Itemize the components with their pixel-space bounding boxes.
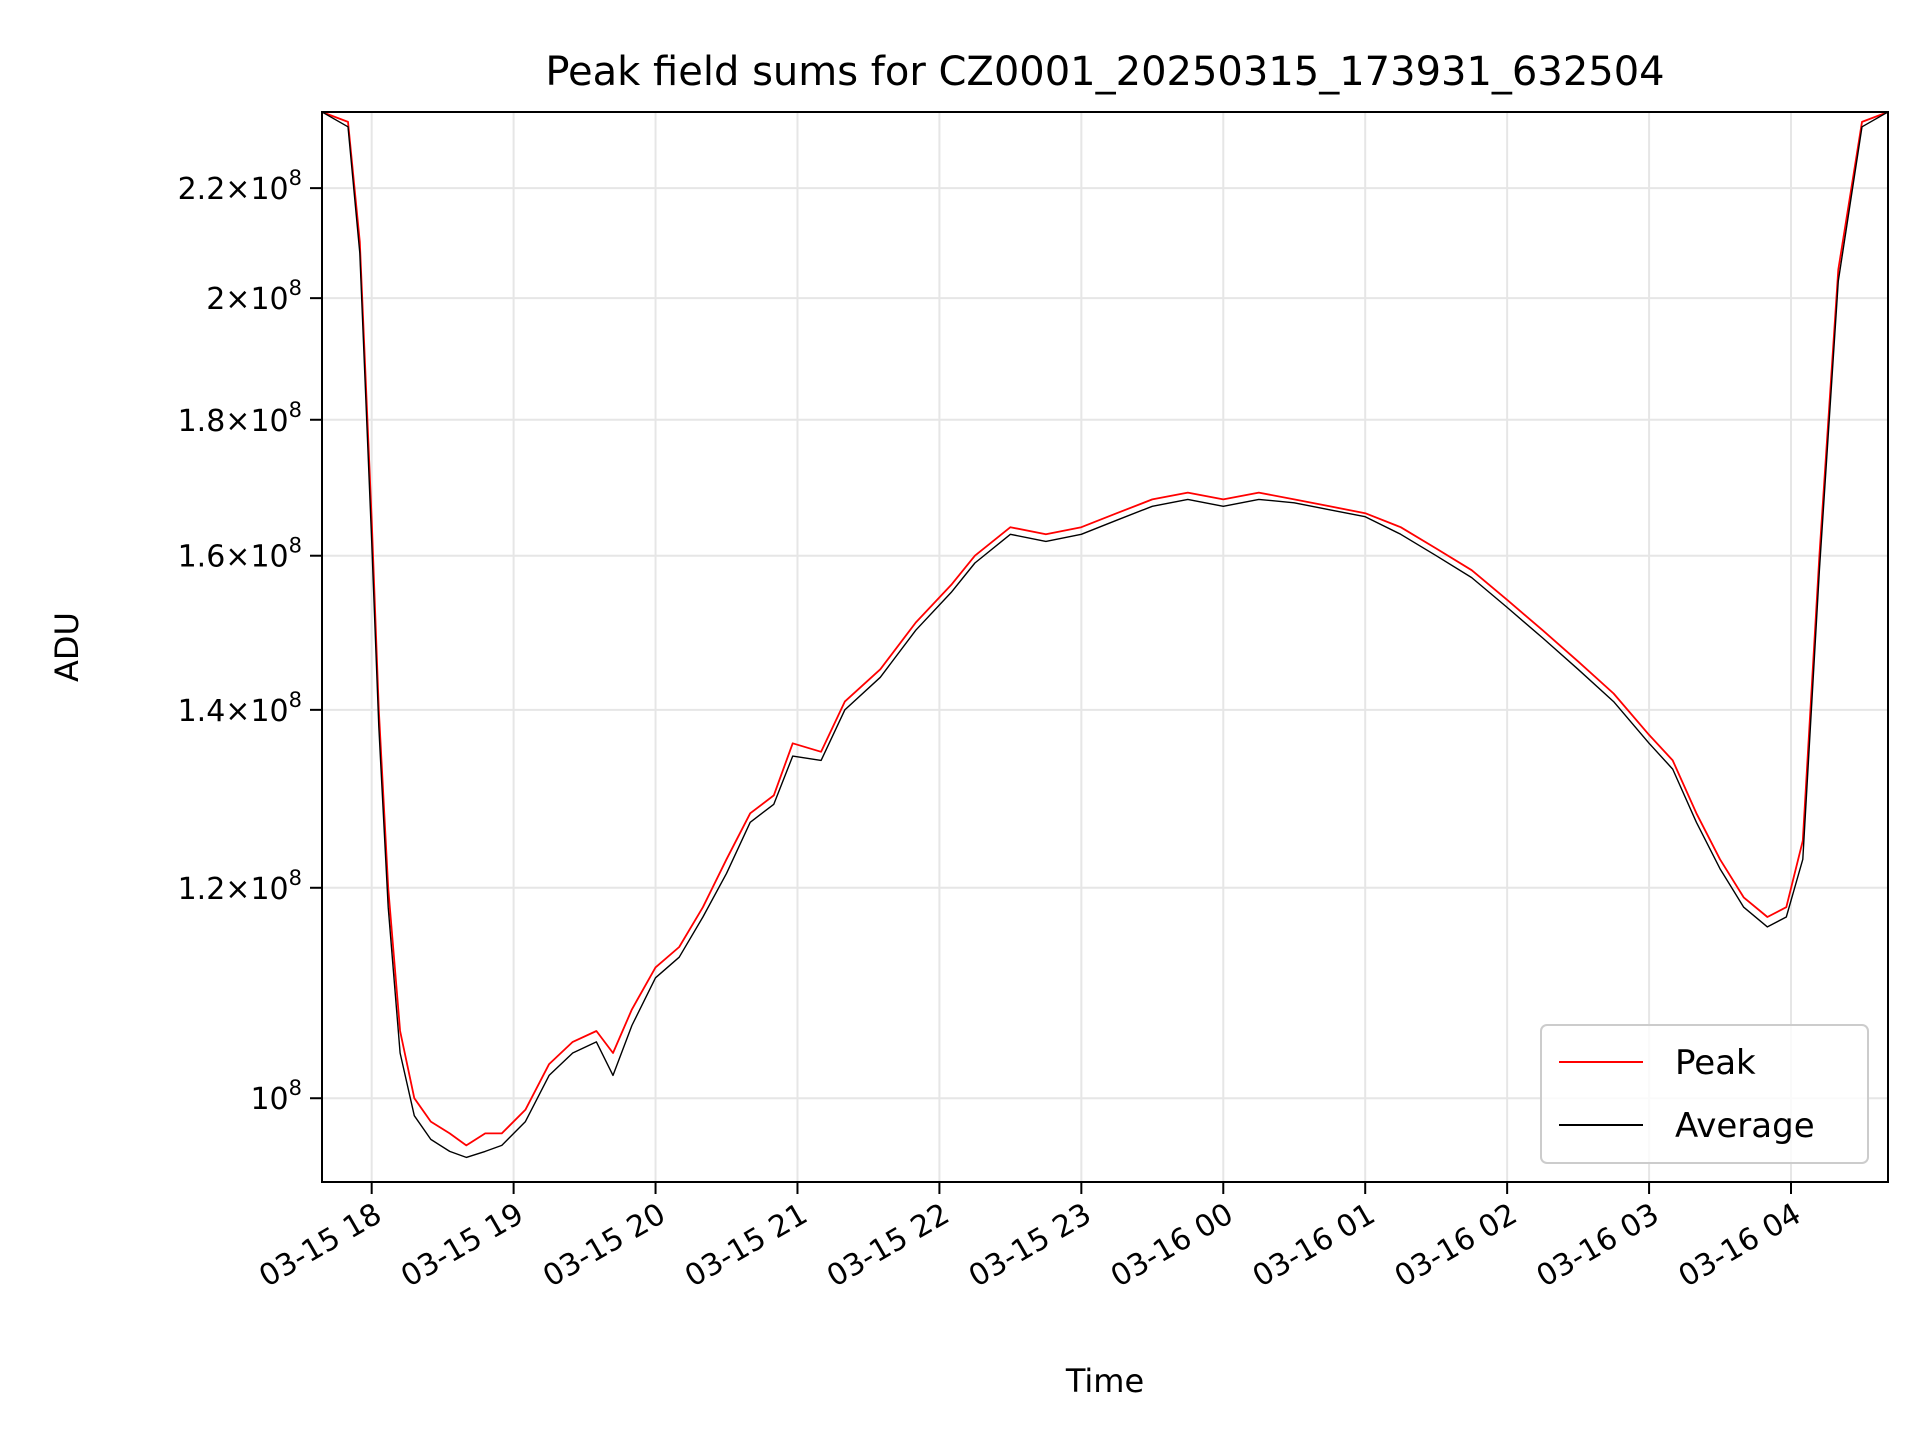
y-tick-base: 10	[250, 282, 288, 317]
y-tick-label: 1.2×108	[178, 866, 302, 907]
y-tick-exponent: 8	[289, 398, 302, 422]
y-tick-label: 1.8×108	[178, 398, 302, 439]
y-tick-exponent: 8	[289, 166, 302, 190]
y-tick-label: 1.4×108	[178, 688, 302, 729]
legend: Peak Average	[1540, 1024, 1869, 1164]
x-axis-title: Time	[1065, 1362, 1144, 1400]
plot-frame	[321, 111, 1889, 1183]
legend-label-peak: Peak	[1675, 1043, 1756, 1083]
y-tick-base: 10	[250, 540, 288, 575]
y-tick-base: 10	[250, 694, 288, 729]
legend-label-average: Average	[1675, 1106, 1815, 1146]
series-line-average	[322, 112, 1888, 1159]
y-tick-base: 10	[250, 404, 288, 439]
y-axis: 1081.2×1081.4×1081.6×1081.8×1082×1082.2×…	[178, 166, 322, 1117]
y-tick-mantissa: 1.2	[178, 872, 226, 907]
y-tick-exponent: 8	[289, 866, 302, 890]
y-tick-base: 10	[250, 172, 288, 207]
legend-box	[1540, 1024, 1869, 1164]
y-tick-exponent: 8	[289, 688, 302, 712]
y-tick-times: ×	[225, 172, 250, 207]
y-tick-label: 2.2×108	[178, 166, 302, 207]
series-line-peak	[322, 112, 1888, 1147]
y-tick-times: ×	[225, 872, 250, 907]
y-tick-label: 108	[250, 1076, 302, 1117]
y-tick-times: ×	[225, 540, 250, 575]
y-tick-times: ×	[225, 282, 250, 317]
y-tick-mantissa: 2	[206, 282, 225, 317]
y-tick-mantissa: 1.8	[178, 404, 226, 439]
chart-title: Peak field sums for CZ0001_20250315_1739…	[545, 49, 1664, 95]
y-tick-mantissa: 1.4	[178, 694, 226, 729]
y-tick-base: 10	[250, 1082, 288, 1117]
y-tick-mantissa: 1.6	[178, 540, 226, 575]
y-tick-mantissa: 2.2	[178, 172, 226, 207]
series-layer	[322, 112, 1888, 1159]
y-tick-exponent: 8	[289, 1076, 302, 1100]
y-axis-title: ADU	[48, 612, 86, 682]
y-tick-exponent: 8	[289, 276, 302, 300]
y-tick-times: ×	[225, 404, 250, 439]
grid	[322, 112, 1888, 1182]
y-tick-exponent: 8	[289, 534, 302, 558]
y-tick-label: 2×108	[206, 276, 302, 317]
y-tick-base: 10	[250, 872, 288, 907]
y-tick-times: ×	[225, 694, 250, 729]
y-tick-label: 1.6×108	[178, 534, 302, 575]
